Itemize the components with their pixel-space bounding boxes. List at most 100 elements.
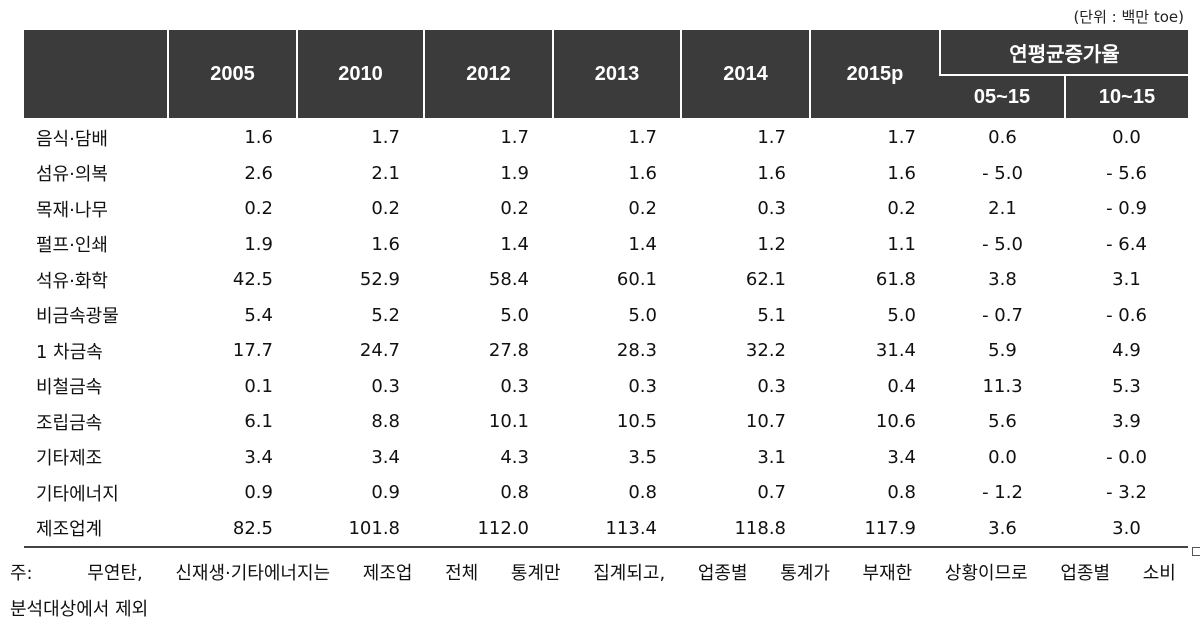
growth-rate-cell: 3.6 xyxy=(940,510,1065,548)
table-body: 음식·담배 1.6 1.7 1.7 1.7 1.7 1.7 0.6 0.0 섬유·의복 2.6 2.1… xyxy=(24,119,1188,548)
table-row: 제조업계 82.5 101.8 112.0 113.4 118.8 117.9 3.6 3.0 xyxy=(24,510,1188,548)
footnote-word: 제조업 xyxy=(362,563,413,584)
value-cell: 31.4 xyxy=(875,340,916,362)
header-period-10-15: 10~15 xyxy=(1064,75,1188,120)
header-year-2012: 2012 xyxy=(423,30,553,120)
row-label: 기타제조 xyxy=(36,448,103,470)
table-row: 목재·나무 0.2 0.2 0.2 0.2 0.3 0.2 2.1 - 0.9 xyxy=(24,191,1188,227)
value-cell: 1.6 xyxy=(244,127,273,149)
value-cell: 1.4 xyxy=(500,233,529,255)
value-cell: 24.7 xyxy=(359,340,400,362)
value-cell: 62.1 xyxy=(745,269,786,291)
value-cell: 60.1 xyxy=(616,269,657,291)
table-row: 기타에너지 0.9 0.9 0.8 0.8 0.7 0.8 - 1.2 - 3.2 xyxy=(24,475,1188,511)
value-cell: 112.0 xyxy=(424,510,553,548)
growth-rate-cell: 2.1 xyxy=(988,198,1017,220)
footnote-word: 업종별 xyxy=(1060,563,1111,584)
growth-rate-cell: 0.0 xyxy=(1112,127,1141,149)
growth-rate-cell: 5.9 xyxy=(988,340,1017,362)
value-cell: 5.2 xyxy=(371,304,400,326)
value-cell: 0.8 xyxy=(500,482,529,504)
growth-rate-cell: - 1.2 xyxy=(982,482,1023,504)
value-cell: 28.3 xyxy=(616,340,657,362)
value-cell: 5.0 xyxy=(887,304,916,326)
footnote-word: 신재생·기타에너지는 xyxy=(175,563,331,584)
value-cell: 1.7 xyxy=(757,127,786,149)
table-row: 1 차금속 17.7 24.7 27.8 28.3 32.2 31.4 5.9 4.9 xyxy=(24,333,1188,369)
value-cell: 1.2 xyxy=(757,233,786,255)
row-label: 펄프·인쇄 xyxy=(36,235,108,257)
value-cell: 0.3 xyxy=(757,198,786,220)
value-cell: 10.6 xyxy=(875,411,916,433)
value-cell: 1.7 xyxy=(500,127,529,149)
footnote: 주: 무연탄, 신재생·기타에너지는 제조업 전체 통계만 집계되고, 업종별 통계가 부재한 상… xyxy=(10,556,1176,628)
header-period-05-15: 05~15 xyxy=(940,75,1065,120)
row-label: 조립금속 xyxy=(36,412,103,434)
footnote-word: 통계가 xyxy=(780,563,830,584)
growth-rate-cell: - 5.0 xyxy=(982,162,1023,184)
header-growth-title: 연평균증가율 xyxy=(939,30,1188,76)
value-cell: 3.1 xyxy=(757,446,786,468)
growth-rate-cell: - 0.0 xyxy=(1106,446,1147,468)
footnote-word: 통계만 xyxy=(510,563,561,584)
table-row: 비금속광물 5.4 5.2 5.0 5.0 5.1 5.0 - 0.7 - 0.6 xyxy=(24,298,1188,334)
value-cell: 2.6 xyxy=(244,162,273,184)
table-row: 비철금속 0.1 0.3 0.3 0.3 0.3 0.4 11.3 5.3 xyxy=(24,369,1188,405)
value-cell: 0.2 xyxy=(244,198,273,220)
table-row: 펄프·인쇄 1.9 1.6 1.4 1.4 1.2 1.1 - 5.0 - 6.4 xyxy=(24,227,1188,263)
value-cell: 118.8 xyxy=(681,510,810,548)
value-cell: 5.0 xyxy=(628,304,657,326)
value-cell: 1.6 xyxy=(628,162,657,184)
value-cell: 10.1 xyxy=(488,411,529,433)
value-cell: 6.1 xyxy=(244,411,273,433)
table-row: 석유·화학 42.5 52.9 58.4 60.1 62.1 61.8 3.8 3.1 xyxy=(24,262,1188,298)
growth-rate-cell: - 0.6 xyxy=(1106,304,1147,326)
value-cell: 3.5 xyxy=(628,446,657,468)
value-cell: 1.9 xyxy=(500,162,529,184)
value-cell: 0.2 xyxy=(628,198,657,220)
row-label: 비금속광물 xyxy=(36,306,119,328)
value-cell: 10.5 xyxy=(616,411,657,433)
value-cell: 3.4 xyxy=(887,446,916,468)
value-cell: 32.2 xyxy=(745,340,786,362)
growth-rate-cell: 5.3 xyxy=(1112,375,1141,397)
table-resize-handle[interactable] xyxy=(1192,547,1200,556)
growth-rate-cell: 0.0 xyxy=(988,446,1017,468)
energy-consumption-table: 2005 2010 2012 2013 2014 2015p 연평균증가율 05… xyxy=(24,30,1188,548)
footnote-line-2: 분석대상에서 제외 xyxy=(10,599,149,620)
growth-rate-cell: 3.1 xyxy=(1112,269,1141,291)
value-cell: 52.9 xyxy=(359,269,400,291)
value-cell: 2.1 xyxy=(371,162,400,184)
value-cell: 1.7 xyxy=(887,127,916,149)
table-row: 조립금속 6.1 8.8 10.1 10.5 10.7 10.6 5.6 3.9 xyxy=(24,404,1188,440)
growth-rate-cell: - 6.4 xyxy=(1106,233,1147,255)
footnote-word: 상황이므로 xyxy=(944,563,1028,584)
growth-rate-cell: - 5.0 xyxy=(982,233,1023,255)
value-cell: 0.3 xyxy=(628,375,657,397)
value-cell: 1.6 xyxy=(757,162,786,184)
table-row: 섬유·의복 2.6 2.1 1.9 1.6 1.6 1.6 - 5.0 - 5.6 xyxy=(24,156,1188,192)
footnote-word: 업종별 xyxy=(697,563,748,584)
header-year-2013: 2013 xyxy=(552,30,681,120)
row-label: 제조업계 xyxy=(24,510,168,548)
value-cell: 1.7 xyxy=(628,127,657,149)
value-cell: 10.7 xyxy=(745,411,786,433)
row-label: 섬유·의복 xyxy=(36,164,108,186)
value-cell: 1.1 xyxy=(887,233,916,255)
value-cell: 5.1 xyxy=(757,304,786,326)
value-cell: 117.9 xyxy=(810,510,940,548)
footnote-prefix: 주: xyxy=(10,563,33,584)
unit-label: (단위 : 백만 toe) xyxy=(1073,8,1184,26)
value-cell: 0.8 xyxy=(887,482,916,504)
value-cell: 101.8 xyxy=(297,510,424,548)
value-cell: 1.7 xyxy=(371,127,400,149)
growth-rate-cell: 3.0 xyxy=(1065,510,1188,548)
value-cell: 0.9 xyxy=(371,482,400,504)
value-cell: 27.8 xyxy=(488,340,529,362)
footnote-line-1: 주: 무연탄, 신재생·기타에너지는 제조업 전체 통계만 집계되고, 업종별 통계가 부재한 상… xyxy=(10,556,1176,592)
growth-rate-cell: 0.6 xyxy=(988,127,1017,149)
row-label: 석유·화학 xyxy=(36,270,108,292)
value-cell: 1.9 xyxy=(244,233,273,255)
value-cell: 0.9 xyxy=(244,482,273,504)
value-cell: 0.2 xyxy=(500,198,529,220)
